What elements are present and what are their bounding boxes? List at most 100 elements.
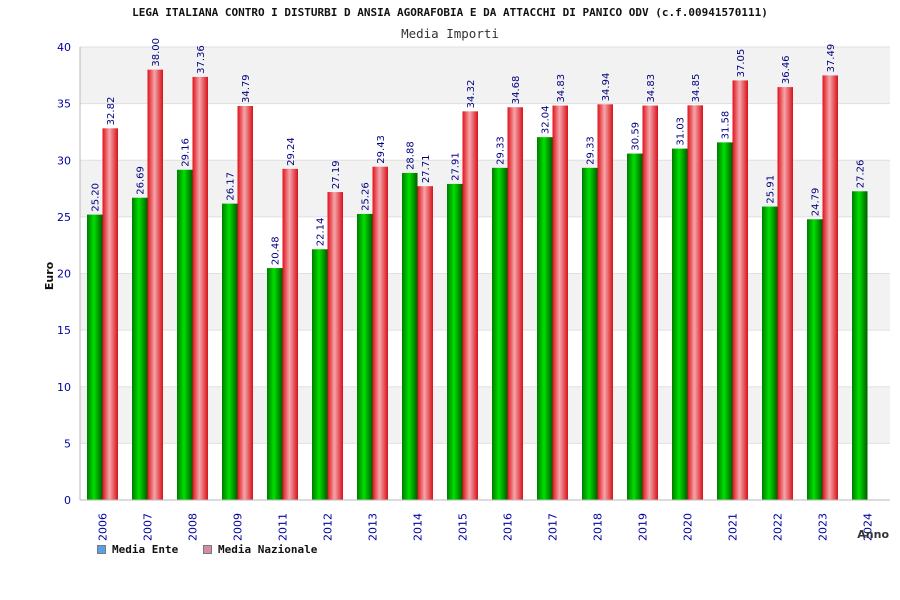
y-tick-label: 35 xyxy=(57,98,71,111)
grid-band xyxy=(80,103,890,161)
data-label-media-nazionale: 27.19 xyxy=(331,160,342,189)
bar-media-nazionale xyxy=(237,106,253,501)
bar-media-ente xyxy=(492,167,508,500)
data-label-media-ente: 31.03 xyxy=(676,117,687,146)
y-tick-label: 5 xyxy=(64,437,71,450)
x-tick-label: 2011 xyxy=(277,513,290,541)
data-label-media-nazionale: 32.82 xyxy=(106,97,117,126)
legend-swatch-media-nazionale xyxy=(203,545,212,554)
x-tick-label: 2021 xyxy=(727,513,740,541)
x-tick-label: 2024 xyxy=(862,513,875,541)
y-tick-label: 25 xyxy=(57,211,71,224)
x-tick-label: 2016 xyxy=(502,513,515,541)
data-label-media-ente: 32.04 xyxy=(541,106,552,135)
bar-media-ente xyxy=(222,203,238,500)
x-axis-label: Anno xyxy=(857,528,889,541)
data-label-media-ente: 20.48 xyxy=(271,236,282,265)
legend-label-media-ente: Media Ente xyxy=(112,543,179,556)
grid-band xyxy=(80,160,890,217)
bar-media-ente xyxy=(447,183,463,500)
bar-media-ente xyxy=(132,197,148,500)
bar-media-nazionale xyxy=(147,69,163,501)
chart-title: LEGA ITALIANA CONTRO I DISTURBI D ANSIA … xyxy=(132,6,768,19)
x-tick-label: 2015 xyxy=(457,513,470,541)
bar-media-ente xyxy=(87,214,103,501)
x-tick-label: 2014 xyxy=(412,513,425,541)
bar-media-nazionale xyxy=(417,186,433,500)
bar-media-ente xyxy=(267,268,283,500)
x-tick-label: 2018 xyxy=(592,513,605,541)
bar-media-ente xyxy=(537,137,553,500)
bar-media-ente xyxy=(582,167,598,500)
data-label-media-ente: 29.33 xyxy=(586,136,597,165)
bar-media-ente xyxy=(717,142,733,500)
data-label-media-ente: 28.88 xyxy=(406,141,417,170)
y-tick-label: 20 xyxy=(57,268,71,281)
legend-item-media-nazionale: Media Nazionale xyxy=(203,543,317,556)
bar-media-nazionale xyxy=(732,80,748,500)
bar-media-nazionale xyxy=(102,128,118,500)
data-label-media-ente: 27.91 xyxy=(451,152,462,181)
x-tick-label: 2008 xyxy=(187,513,200,541)
bar-media-nazionale xyxy=(507,107,523,501)
grid-band xyxy=(80,330,890,387)
data-label-media-ente: 29.16 xyxy=(181,138,192,167)
bar-media-nazionale xyxy=(642,105,658,501)
data-label-media-ente: 22.14 xyxy=(316,218,327,247)
bar-media-nazionale xyxy=(372,166,388,500)
bar-media-nazionale xyxy=(462,111,478,501)
data-label-media-nazionale: 34.83 xyxy=(646,74,657,103)
bar-media-ente xyxy=(852,191,868,500)
grid-band xyxy=(80,47,890,104)
y-tick-label: 30 xyxy=(57,154,71,167)
data-label-media-ente: 26.17 xyxy=(226,172,237,201)
x-tick-label: 2007 xyxy=(142,513,155,541)
legend-label-media-nazionale: Media Nazionale xyxy=(218,543,318,556)
y-tick-label: 15 xyxy=(57,324,71,337)
bar-media-nazionale xyxy=(597,104,613,500)
bar-media-nazionale xyxy=(282,168,298,500)
grid-band xyxy=(80,273,890,331)
bar-media-ente xyxy=(177,169,193,500)
data-label-media-nazionale: 34.68 xyxy=(511,76,522,105)
bar-media-nazionale xyxy=(327,192,343,501)
data-label-media-nazionale: 38.00 xyxy=(151,38,162,67)
bar-media-ente xyxy=(312,249,328,500)
legend-item-media-ente: Media Ente xyxy=(97,543,178,556)
data-label-media-nazionale: 37.49 xyxy=(826,44,837,73)
data-label-media-ente: 31.58 xyxy=(721,111,732,140)
data-label-media-nazionale: 37.36 xyxy=(196,45,207,74)
bar-media-ente xyxy=(357,213,373,501)
bar-media-nazionale xyxy=(192,76,208,500)
grid-band xyxy=(80,386,890,444)
bar-media-ente xyxy=(402,172,418,500)
y-tick-label: 40 xyxy=(57,41,71,54)
data-label-media-nazionale: 34.83 xyxy=(556,74,567,103)
data-label-media-nazionale: 34.85 xyxy=(691,74,702,103)
grid-band xyxy=(80,443,890,500)
bar-media-ente xyxy=(627,153,643,501)
bar-media-nazionale xyxy=(552,105,568,501)
bar-media-ente xyxy=(672,148,688,500)
data-label-media-ente: 25.91 xyxy=(766,175,777,204)
data-label-media-nazionale: 34.94 xyxy=(601,73,612,102)
x-tick-label: 2012 xyxy=(322,513,335,541)
data-label-media-nazionale: 34.79 xyxy=(241,74,252,103)
bar-media-nazionale xyxy=(687,105,703,500)
bar-media-nazionale xyxy=(822,75,838,500)
x-tick-label: 2020 xyxy=(682,513,695,541)
bar-media-ente xyxy=(807,219,823,501)
legend-swatch-media-ente xyxy=(97,545,106,554)
x-tick-label: 2023 xyxy=(817,513,830,541)
y-tick-label: 10 xyxy=(57,381,71,394)
y-tick-label: 0 xyxy=(64,494,71,507)
data-label-media-ente: 25.26 xyxy=(361,182,372,211)
bar-media-nazionale xyxy=(777,87,793,500)
data-label-media-ente: 29.33 xyxy=(496,136,507,165)
x-tick-label: 2022 xyxy=(772,513,785,541)
data-label-media-ente: 25.20 xyxy=(91,183,102,212)
data-label-media-ente: 24.79 xyxy=(811,188,822,217)
x-tick-label: 2009 xyxy=(232,513,245,541)
data-label-media-nazionale: 34.32 xyxy=(466,80,477,109)
